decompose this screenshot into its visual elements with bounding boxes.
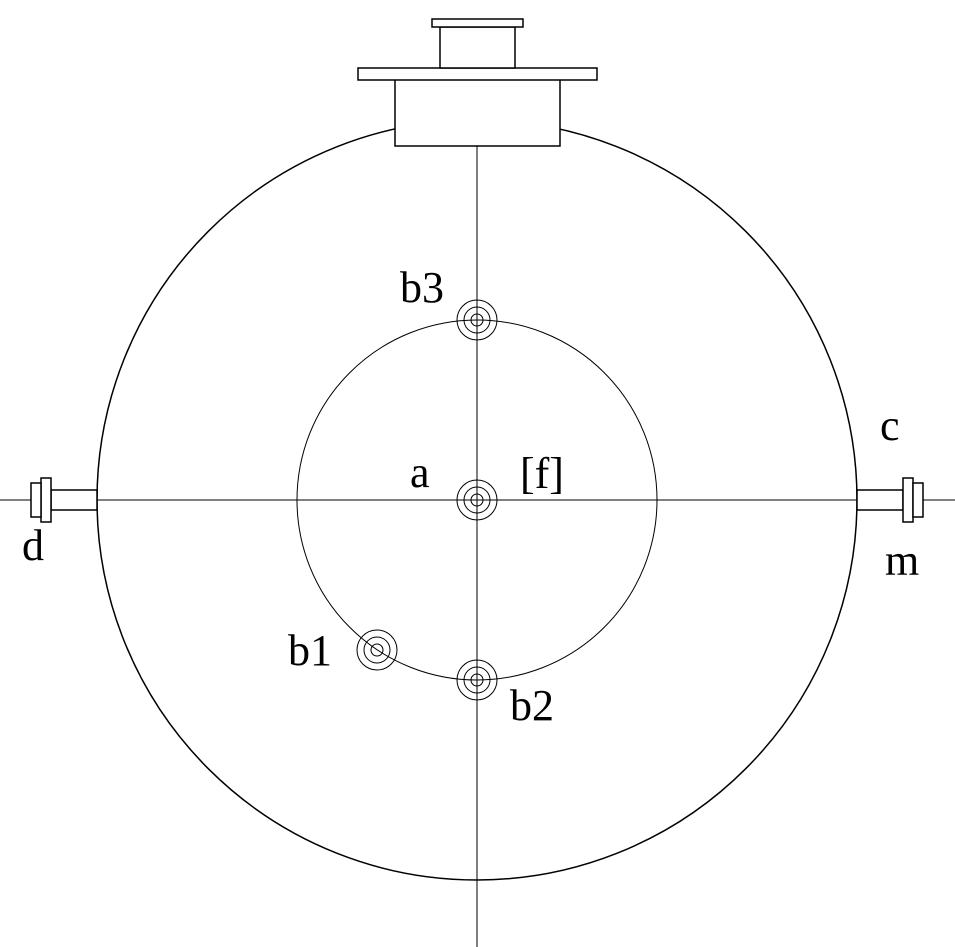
label-a: a <box>410 447 430 498</box>
label-b3: b3 <box>400 262 444 313</box>
label-m: m <box>885 535 919 586</box>
label-f: [f] <box>520 448 564 499</box>
label-b2: b2 <box>510 680 554 731</box>
label-d: d <box>22 520 44 571</box>
engineering-diagram <box>0 0 955 947</box>
label-c: c <box>880 400 900 451</box>
label-b1: b1 <box>288 625 332 676</box>
